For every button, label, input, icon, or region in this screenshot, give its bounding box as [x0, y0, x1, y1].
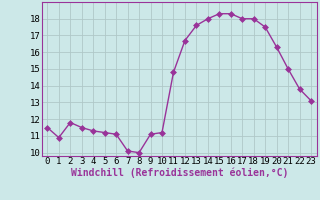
- X-axis label: Windchill (Refroidissement éolien,°C): Windchill (Refroidissement éolien,°C): [70, 168, 288, 178]
